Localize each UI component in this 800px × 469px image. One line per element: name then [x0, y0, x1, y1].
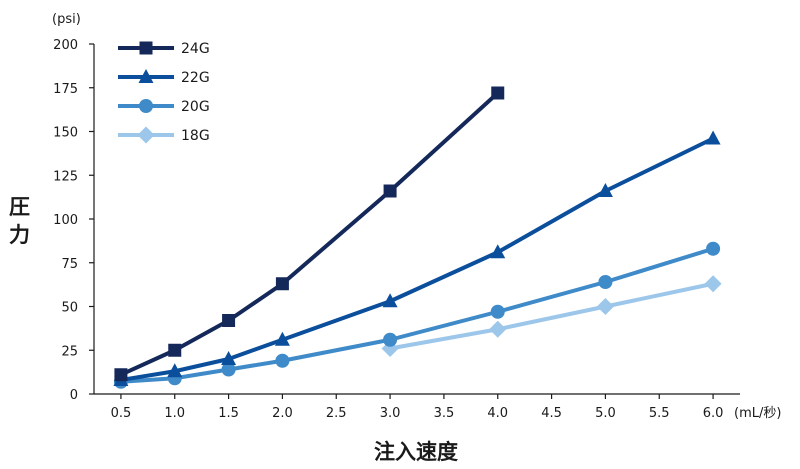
series-line	[120, 136, 714, 382]
data-point	[596, 298, 614, 315]
y-tick-label: 150	[53, 126, 78, 141]
series-line	[389, 281, 714, 351]
data-point	[167, 363, 183, 378]
data-point	[221, 362, 236, 377]
data-point	[490, 244, 506, 259]
data-point	[491, 86, 505, 100]
legend-label: 24G	[181, 41, 210, 57]
series-24G	[114, 86, 505, 382]
legend-swatch-marker	[139, 99, 153, 113]
legend-item: 24G	[118, 41, 210, 57]
data-point	[221, 351, 237, 365]
y-ticks: 0 25 50 75 100 125 150 175 200	[53, 38, 94, 403]
x-ticks: 0.5 1.0 1.5 2.0 2.5 3.0 3.5 4.0 4.5 5.0 5.5 6.0	[111, 394, 724, 421]
y-axis-unit: (psi)	[52, 12, 81, 27]
legend: 24G 22G 20G 18G	[118, 41, 210, 144]
x-tick-label: 6.0	[703, 406, 724, 421]
legend-label: 20G	[181, 99, 210, 115]
data-point	[275, 277, 289, 291]
axes: 0 25 50 75 100 125 150 175 200 0.5 1.0 1.5 2.0 2.5 3.…	[53, 38, 740, 421]
legend-item: 20G	[118, 99, 210, 115]
x-tick-label: 3.5	[434, 406, 455, 421]
legend-swatch-marker	[138, 69, 154, 83]
x-tick-label: 4.0	[487, 406, 508, 421]
series-layer	[113, 86, 722, 389]
x-tick-label: 5.0	[595, 406, 616, 421]
data-point	[490, 304, 505, 319]
series-line	[120, 91, 500, 377]
y-tick-label: 0	[70, 388, 78, 403]
data-point	[275, 353, 290, 368]
y-tick-label: 125	[53, 169, 78, 184]
x-tick-label: 0.5	[111, 406, 132, 421]
data-point	[704, 275, 722, 293]
x-axis-unit: (mL/秒)	[734, 406, 781, 421]
x-tick-label: 3.0	[380, 406, 401, 421]
data-point	[222, 314, 236, 327]
y-tick-label: 175	[53, 82, 78, 97]
y-tick-label: 100	[53, 213, 78, 228]
legend-item: 18G	[118, 126, 210, 144]
data-point	[706, 241, 721, 256]
data-point	[274, 331, 290, 346]
data-point	[114, 368, 128, 382]
legend-swatch-marker	[137, 126, 155, 144]
series-18G	[381, 275, 722, 357]
legend-label: 22G	[181, 70, 210, 86]
y-tick-label: 75	[61, 257, 78, 272]
x-tick-label: 5.5	[649, 406, 670, 421]
data-point	[382, 293, 398, 308]
data-point	[383, 332, 398, 347]
series-line	[120, 246, 714, 384]
legend-swatch-marker	[139, 41, 153, 55]
y-axis-title-char: 圧	[9, 195, 30, 219]
x-tick-label: 2.0	[272, 406, 293, 421]
data-point	[598, 275, 613, 289]
legend-item: 22G	[118, 69, 210, 86]
data-point	[705, 130, 721, 145]
series-20G	[113, 241, 721, 389]
x-tick-label: 1.0	[164, 406, 185, 421]
y-tick-label: 25	[61, 344, 78, 359]
x-tick-label: 4.5	[541, 406, 562, 421]
series-22G	[113, 130, 721, 386]
y-axis-title-char: 力	[9, 223, 30, 247]
y-tick-label: 200	[53, 38, 78, 53]
data-point	[383, 184, 397, 198]
x-tick-label: 2.5	[326, 406, 347, 421]
data-point	[597, 183, 613, 197]
y-tick-label: 50	[61, 301, 78, 316]
legend-label: 18G	[181, 128, 210, 144]
x-tick-label: 1.5	[218, 406, 239, 421]
data-point	[168, 343, 182, 357]
data-point	[489, 320, 507, 338]
x-axis-title: 注入速度	[374, 440, 458, 464]
